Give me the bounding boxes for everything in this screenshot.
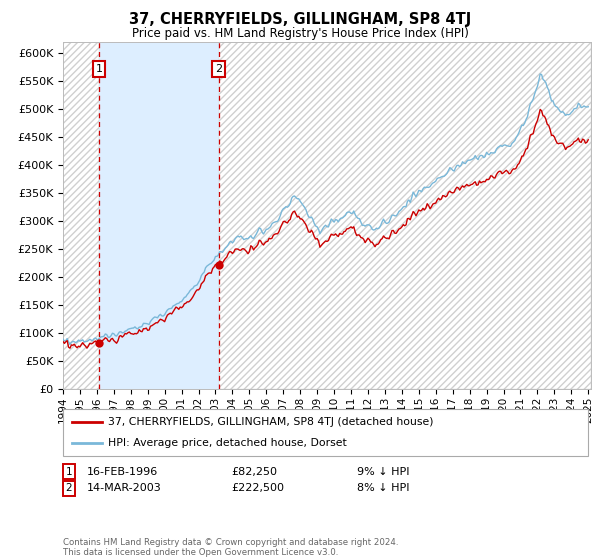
Text: £82,250: £82,250 (231, 466, 277, 477)
Text: 2: 2 (65, 483, 73, 493)
Bar (63, 42, 99, 389)
Bar (99, 42, 219, 389)
Text: 1: 1 (95, 64, 103, 74)
Text: 37, CHERRYFIELDS, GILLINGHAM, SP8 4TJ (detached house): 37, CHERRYFIELDS, GILLINGHAM, SP8 4TJ (d… (108, 417, 433, 427)
Text: 16-FEB-1996: 16-FEB-1996 (87, 466, 158, 477)
Bar (63, 42, 99, 389)
Text: 37, CHERRYFIELDS, GILLINGHAM, SP8 4TJ: 37, CHERRYFIELDS, GILLINGHAM, SP8 4TJ (129, 12, 471, 27)
Text: 9% ↓ HPI: 9% ↓ HPI (357, 466, 409, 477)
Text: 2: 2 (215, 64, 223, 74)
Text: Price paid vs. HM Land Registry's House Price Index (HPI): Price paid vs. HM Land Registry's House … (131, 27, 469, 40)
Text: Contains HM Land Registry data © Crown copyright and database right 2024.
This d: Contains HM Land Registry data © Crown c… (63, 538, 398, 557)
Bar (219, 42, 591, 389)
Text: HPI: Average price, detached house, Dorset: HPI: Average price, detached house, Dors… (108, 438, 347, 448)
Bar (219, 42, 591, 389)
Text: £222,500: £222,500 (231, 483, 284, 493)
Text: 14-MAR-2003: 14-MAR-2003 (87, 483, 162, 493)
Text: 1: 1 (65, 466, 73, 477)
Text: 8% ↓ HPI: 8% ↓ HPI (357, 483, 409, 493)
